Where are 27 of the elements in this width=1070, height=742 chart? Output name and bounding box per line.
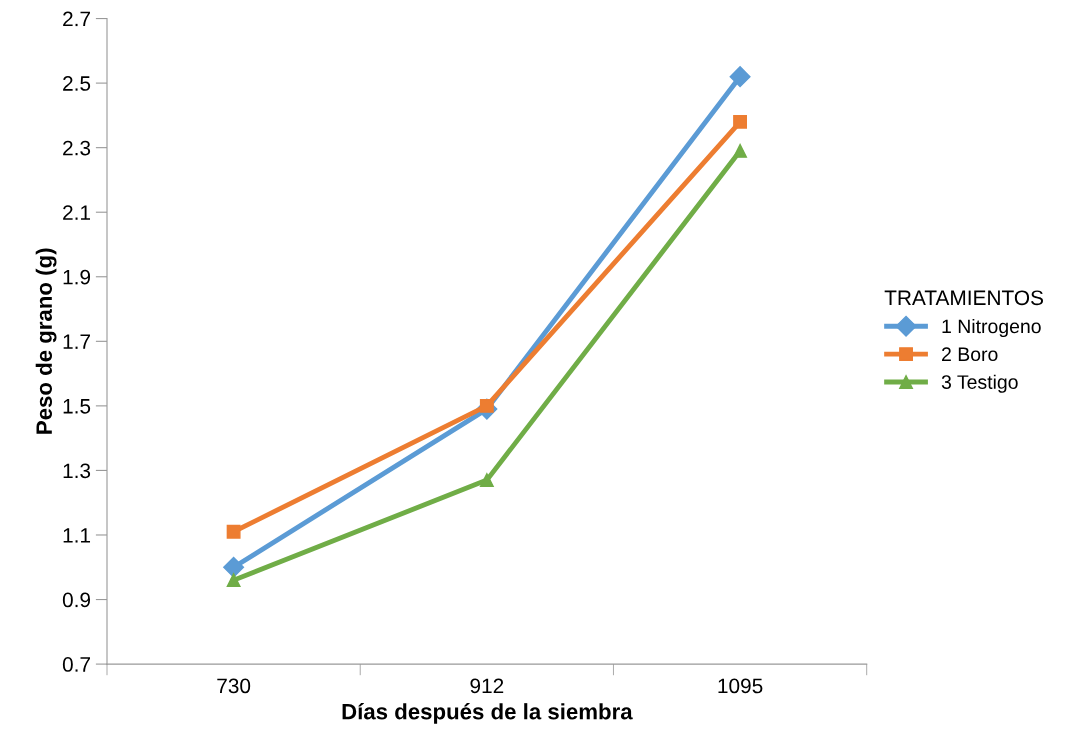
y-tick-label: 1.9 — [63, 269, 91, 285]
y-tick-label: 2.3 — [63, 140, 91, 156]
legend-label: 2 Boro — [942, 347, 998, 362]
legend-label: 3 Testigo — [941, 374, 1018, 393]
point — [729, 66, 751, 88]
y-tick-label: 1.5 — [63, 399, 91, 414]
y-tick-label: 2.7 — [63, 11, 90, 27]
y-axis-title: Peso de grano (g) — [35, 248, 57, 434]
point — [226, 524, 241, 539]
legend-title: TRATAMIENTOS — [884, 290, 1043, 306]
x-tick-label: 912 — [470, 678, 504, 694]
y-tick-label: 1.1 — [63, 528, 91, 543]
x-tick-label: 730 — [217, 678, 251, 694]
y-tick-label: 0.7 — [62, 657, 90, 672]
point — [733, 114, 748, 129]
legend-label: 1 Nitrogeno — [942, 318, 1041, 338]
point — [223, 556, 245, 578]
y-tick-label: 2.5 — [63, 76, 91, 91]
point — [479, 473, 494, 488]
x-tick-label: 1095 — [718, 678, 763, 694]
y-tick-label: 2.1 — [63, 205, 91, 220]
y-tick-label: 1.3 — [63, 463, 91, 479]
y-tick-label: 1.7 — [63, 334, 90, 349]
y-tick-label: 0.9 — [62, 592, 91, 608]
point — [226, 573, 241, 588]
x-axis-title: Días después de la siembra — [342, 702, 633, 724]
point — [733, 143, 748, 158]
